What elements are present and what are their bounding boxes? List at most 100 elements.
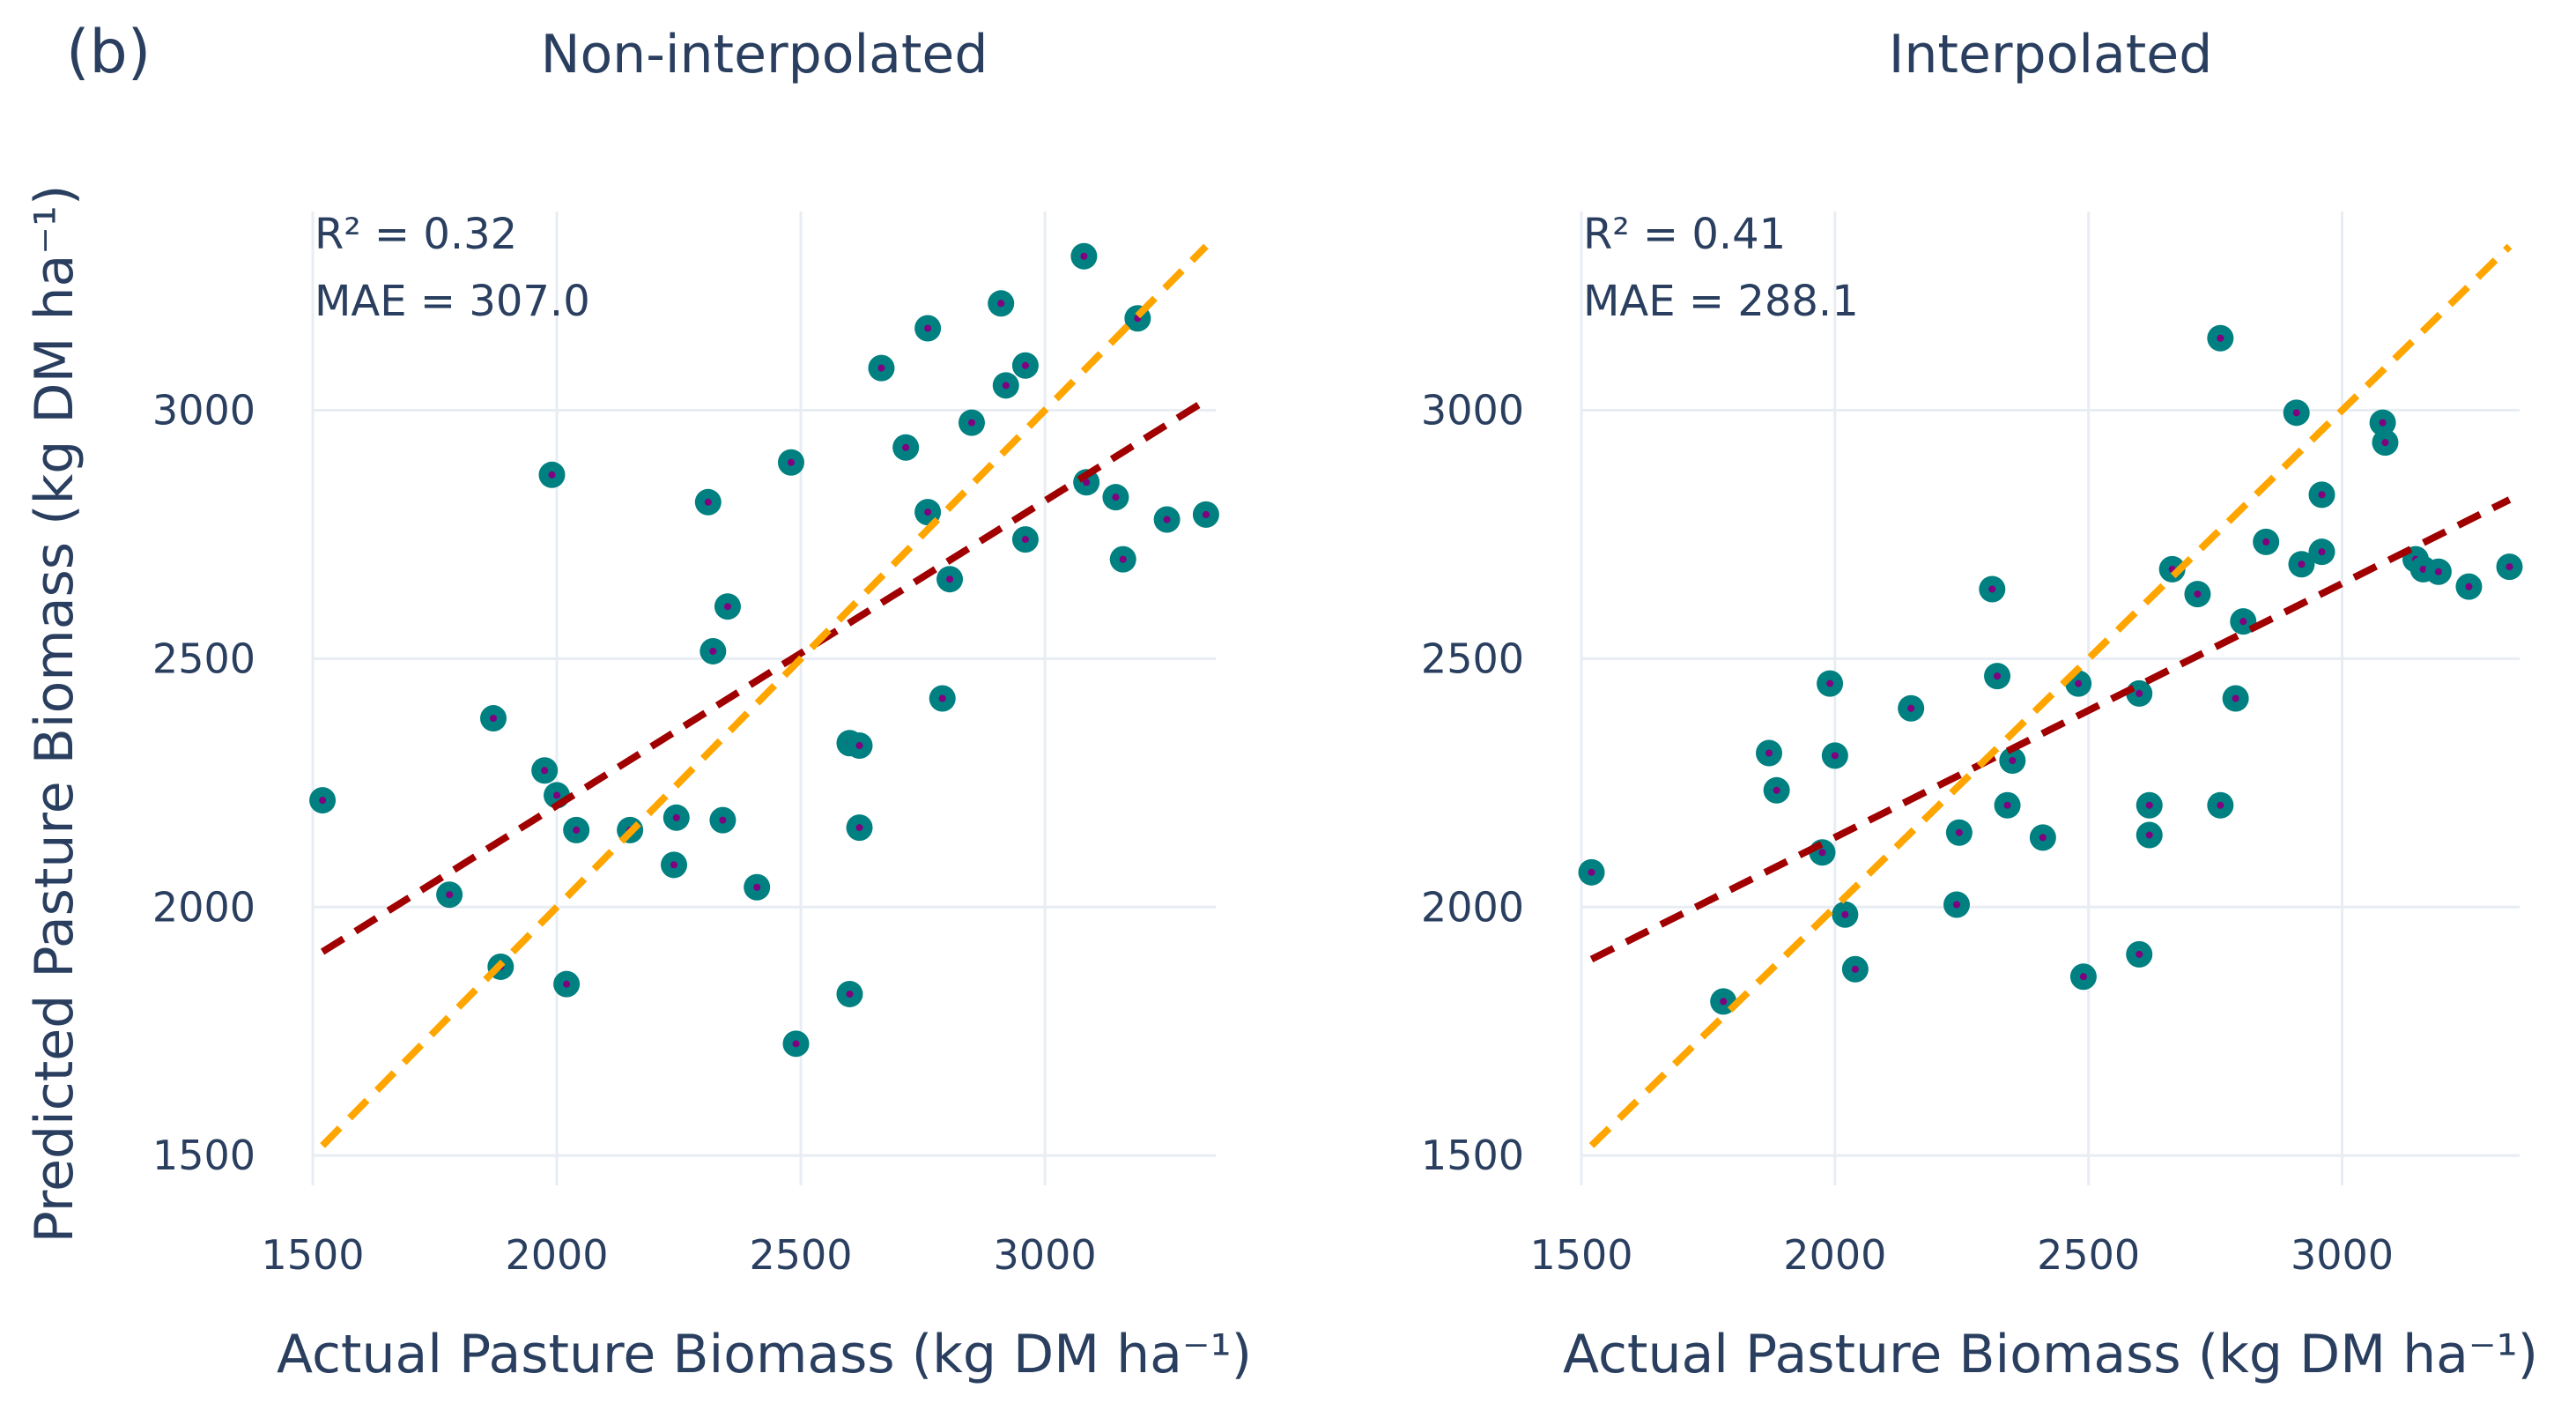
data-point-center <box>2318 491 2326 499</box>
data-point-center <box>855 824 863 832</box>
mae-annotation: MAE = 288.1 <box>1583 277 1859 326</box>
data-point <box>1763 776 1790 804</box>
data-point-center <box>1112 494 1120 501</box>
y-tick-label: 1500 <box>1421 1132 1524 1179</box>
data-point <box>480 705 507 732</box>
data-point <box>936 566 964 593</box>
data-point-center <box>2136 950 2143 958</box>
data-point-center <box>2379 419 2387 427</box>
data-point <box>1070 242 1098 270</box>
data-point <box>553 970 581 998</box>
y-tick-label: 2500 <box>152 635 255 682</box>
data-point-center <box>2194 590 2202 598</box>
data-point-center <box>787 458 795 466</box>
data-point-center <box>1080 252 1088 260</box>
data-point <box>1832 901 1859 928</box>
data-point-center <box>1955 828 1963 836</box>
data-point <box>2207 791 2234 819</box>
data-point-center <box>2145 801 2153 809</box>
x-tick-label: 2000 <box>505 1231 608 1279</box>
data-point <box>694 488 722 516</box>
data-point-center <box>1002 382 1010 390</box>
data-point-center <box>719 816 727 824</box>
data-point <box>868 354 895 382</box>
data-point-center <box>2145 831 2153 839</box>
data-point <box>2308 538 2335 566</box>
data-point <box>2136 821 2163 849</box>
data-point-center <box>704 498 712 506</box>
data-point <box>892 434 920 461</box>
data-point-center <box>563 980 571 988</box>
data-point <box>2207 324 2234 352</box>
data-point <box>700 637 727 664</box>
y-tick-label: 2000 <box>1421 883 1524 931</box>
data-point-center <box>1826 679 1834 687</box>
data-point-center <box>553 791 561 799</box>
data-point-center <box>1202 510 1210 518</box>
data-point-center <box>2262 538 2270 546</box>
y-tick-label: 3000 <box>152 387 255 434</box>
data-point <box>709 806 737 834</box>
x-tick-label: 2000 <box>1783 1231 1886 1279</box>
data-point-center <box>1851 965 1859 973</box>
data-point-center <box>541 767 549 775</box>
data-point-center <box>1083 479 1091 486</box>
data-point <box>2253 528 2280 555</box>
data-point-center <box>1773 786 1780 794</box>
data-point <box>1011 526 1039 553</box>
chart-panel-non-interpolated: 1500 2000 2500 3000 1500 2000 2500 3000 Non-inte… <box>152 24 1252 1385</box>
data-point <box>2184 581 2211 608</box>
data-point <box>1192 501 1219 528</box>
data-point-center <box>2079 973 2087 981</box>
data-point-center <box>672 813 680 821</box>
data-point-center <box>2318 548 2326 556</box>
data-point <box>1756 739 1782 767</box>
data-point-center <box>1818 849 1826 857</box>
regression-line <box>320 397 1209 955</box>
data-point-center <box>2298 561 2306 568</box>
data-point <box>1011 352 1039 379</box>
x-tick-label: 1500 <box>1529 1231 1632 1279</box>
data-point <box>531 757 559 784</box>
data-point-center <box>1119 555 1127 563</box>
data-point <box>1984 663 2011 690</box>
data-point-center <box>2136 689 2143 697</box>
data-point-center <box>2217 334 2224 342</box>
x-tick-label: 2500 <box>750 1231 853 1279</box>
y-axis-title: Predicted Pasture Biomass (kg DM ha⁻¹) <box>24 185 85 1244</box>
data-point-center <box>2009 756 2017 764</box>
data-point-center <box>2419 565 2427 573</box>
data-point-center <box>2465 583 2473 590</box>
data-point <box>2455 573 2483 600</box>
data-point <box>1994 791 2021 819</box>
data-point <box>436 881 463 909</box>
chart-panel-interpolated: 1500 2000 2500 3000 1500 2000 2500 3000 Interpol… <box>1421 24 2538 1385</box>
data-point-center <box>2075 679 2083 687</box>
data-point-center <box>2232 694 2239 702</box>
data-point <box>2288 551 2315 578</box>
data-point-center <box>902 443 910 451</box>
data-point <box>1821 742 1848 769</box>
data-point-center <box>2039 834 2047 842</box>
r2-annotation: R² = 0.41 <box>1583 210 1786 259</box>
data-point <box>1578 858 1605 886</box>
data-point-center <box>1831 752 1839 760</box>
r2-annotation: R² = 0.32 <box>315 210 517 259</box>
data-point <box>663 804 690 831</box>
data-point-center <box>1907 704 1915 712</box>
data-point <box>563 816 590 843</box>
x-axis-title: Actual Pasture Biomass (kg DM ha⁻¹) <box>1563 1324 2538 1385</box>
data-point-center <box>855 742 863 750</box>
data-point-center <box>1720 998 1728 1006</box>
data-point <box>782 1030 810 1058</box>
data-point <box>1102 484 1129 511</box>
data-point-center <box>446 891 454 899</box>
data-point-center <box>573 826 581 834</box>
data-point <box>2029 824 2056 851</box>
data-point <box>2126 940 2153 968</box>
data-point <box>1817 670 1844 697</box>
mae-annotation: MAE = 307.0 <box>315 277 590 326</box>
data-point-center <box>670 861 677 869</box>
data-point <box>992 372 1019 399</box>
data-point-center <box>1163 516 1171 523</box>
